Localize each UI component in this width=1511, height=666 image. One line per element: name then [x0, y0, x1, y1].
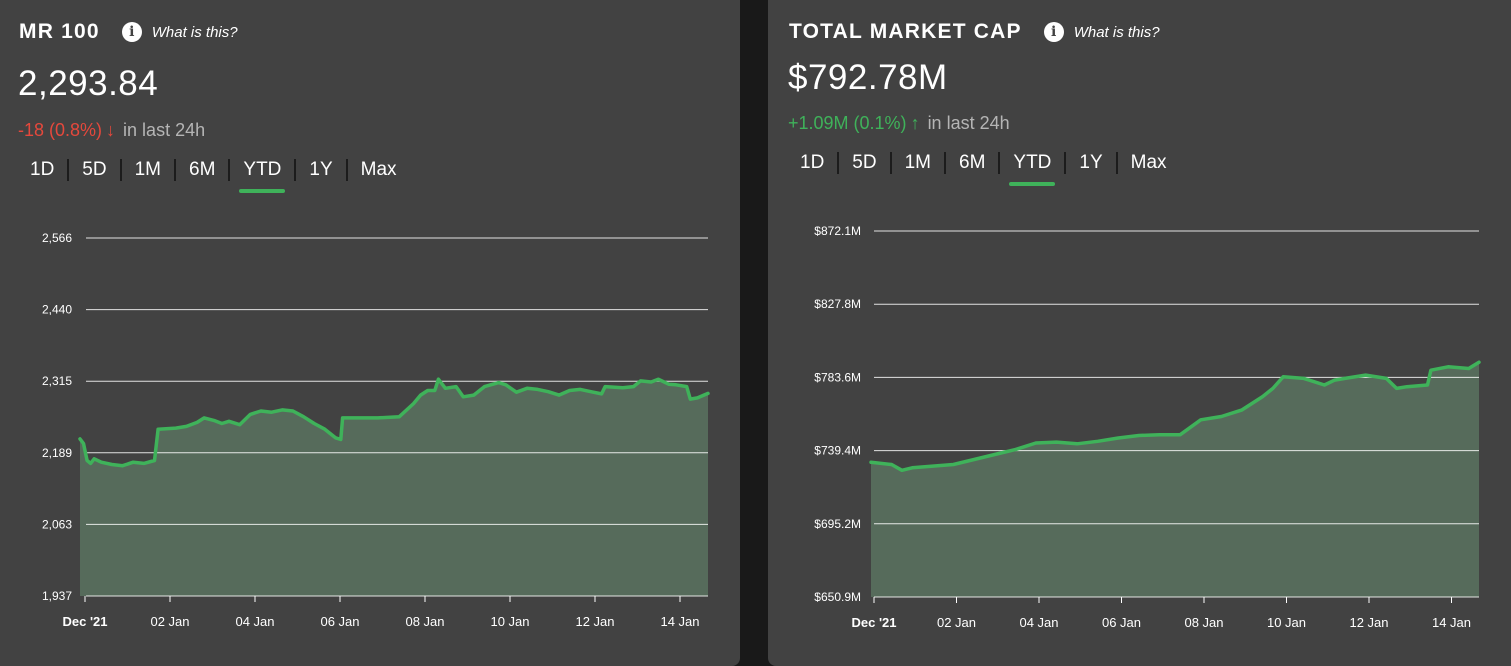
y-tick-label: 2,440: [42, 303, 72, 317]
x-tick-label: 04 Jan: [235, 614, 274, 629]
y-tick-label: 2,189: [42, 446, 72, 460]
tab-max[interactable]: Max: [360, 159, 397, 180]
tab-separator: [294, 159, 297, 181]
market-cap-chart: $872.1M $827.8M $783.6M $739.4M $695.2M $650.…: [814, 224, 1481, 630]
market-cap-change: +1.09M (0.1%): [788, 113, 907, 133]
tab-1m[interactable]: 1M: [134, 159, 161, 180]
market-cap-value: $792.78M: [788, 58, 948, 97]
y-tick-label: $739.4M: [814, 444, 861, 458]
tab-6m[interactable]: 6M: [189, 159, 216, 180]
x-tick-label: 02 Jan: [150, 614, 189, 629]
tab-6m[interactable]: 6M: [959, 152, 986, 173]
series-line: [78, 377, 710, 468]
mr100-title-row: MR 100 i What is this?: [19, 20, 238, 44]
x-tick-label: 12 Jan: [1349, 615, 1388, 630]
tab-max[interactable]: Max: [1130, 152, 1167, 173]
x-tick-label: 02 Jan: [937, 615, 976, 630]
tab-separator: [837, 152, 840, 174]
what-is-this-link[interactable]: What is this?: [1073, 23, 1160, 41]
x-tick-label: 14 Jan: [660, 614, 699, 629]
market-cap-change-row: +1.09M (0.1%) ↑ in last 24h: [788, 113, 1010, 134]
tab-1d[interactable]: 1D: [800, 152, 825, 173]
tab-separator: [67, 159, 70, 181]
tab-separator: [1115, 152, 1118, 174]
time-range-tabs: 1D 5D 1M 6M YTD 1Y Max: [17, 159, 410, 181]
mr100-change-row: -18 (0.8%) ↓ in last 24h: [18, 120, 205, 141]
y-tick-label: 2,063: [42, 517, 72, 531]
info-circle-icon[interactable]: i: [121, 22, 142, 42]
market-cap-panel: TOTAL MARKET CAP i What is this? $792.78…: [768, 0, 1511, 666]
arrow-up-icon: ↑: [910, 113, 920, 133]
y-tick-label: $827.8M: [814, 297, 861, 311]
series-line: [869, 360, 1481, 473]
x-tick-label: Dec '21: [851, 615, 896, 630]
tab-1y[interactable]: 1Y: [1079, 152, 1103, 173]
tab-separator: [889, 152, 892, 174]
mr100-panel: MR 100 i What is this? 2,293.84 -18 (0.8…: [0, 0, 740, 666]
x-tick-label: 04 Jan: [1019, 615, 1058, 630]
x-tick-label: 10 Jan: [1267, 615, 1306, 630]
tab-separator: [228, 159, 231, 181]
y-tick-label: $783.6M: [814, 370, 861, 384]
y-tick-label: $695.2M: [814, 517, 861, 531]
x-tick-label: 06 Jan: [1102, 615, 1141, 630]
arrow-down-icon: ↓: [106, 120, 116, 140]
tab-separator: [345, 159, 348, 181]
tab-1y[interactable]: 1Y: [309, 159, 333, 180]
change-period-label: in last 24h: [927, 113, 1010, 133]
what-is-this-link[interactable]: What is this?: [151, 23, 238, 41]
tab-5d[interactable]: 5D: [82, 159, 107, 180]
y-tick-label: $650.9M: [814, 590, 861, 604]
tab-ytd[interactable]: YTD: [230, 159, 294, 181]
tab-separator: [998, 152, 1001, 174]
mr100-chart: 2,566 2,440 2,315 2,189 2,063 1,937 Dec '21 02 …: [42, 231, 710, 629]
change-period-label: in last 24h: [123, 120, 206, 140]
y-tick-label: $872.1M: [814, 224, 861, 238]
area-fill: [80, 379, 708, 596]
y-tick-label: 1,937: [42, 589, 72, 603]
tab-1d[interactable]: 1D: [30, 159, 55, 180]
tab-separator: [119, 159, 122, 181]
tab-separator: [174, 159, 176, 181]
info-circle-icon[interactable]: i: [1043, 22, 1064, 42]
tab-separator: [944, 152, 946, 174]
tab-5d[interactable]: 5D: [852, 152, 877, 173]
x-tick-label: 06 Jan: [320, 614, 359, 629]
time-range-tabs: 1D 5D 1M 6M YTD 1Y Max: [787, 152, 1180, 174]
y-tick-label: 2,566: [42, 231, 72, 245]
market-cap-title-row: TOTAL MARKET CAP i What is this?: [789, 20, 1160, 44]
x-tick-label: 08 Jan: [405, 614, 444, 629]
x-tick-label: 14 Jan: [1432, 615, 1471, 630]
mr100-title: MR 100: [19, 20, 100, 43]
market-cap-title: TOTAL MARKET CAP: [789, 20, 1022, 43]
x-tick-label: 10 Jan: [490, 614, 529, 629]
area-fill: [871, 362, 1479, 597]
tab-ytd[interactable]: YTD: [1000, 152, 1064, 174]
mr100-value: 2,293.84: [18, 64, 159, 103]
mr100-change: -18 (0.8%): [18, 120, 103, 140]
tab-1m[interactable]: 1M: [904, 152, 931, 173]
tab-separator: [1064, 152, 1067, 174]
x-tick-label: 08 Jan: [1184, 615, 1223, 630]
x-tick-label: 12 Jan: [575, 614, 614, 629]
y-tick-label: 2,315: [42, 374, 72, 388]
x-tick-label: Dec '21: [62, 614, 107, 629]
